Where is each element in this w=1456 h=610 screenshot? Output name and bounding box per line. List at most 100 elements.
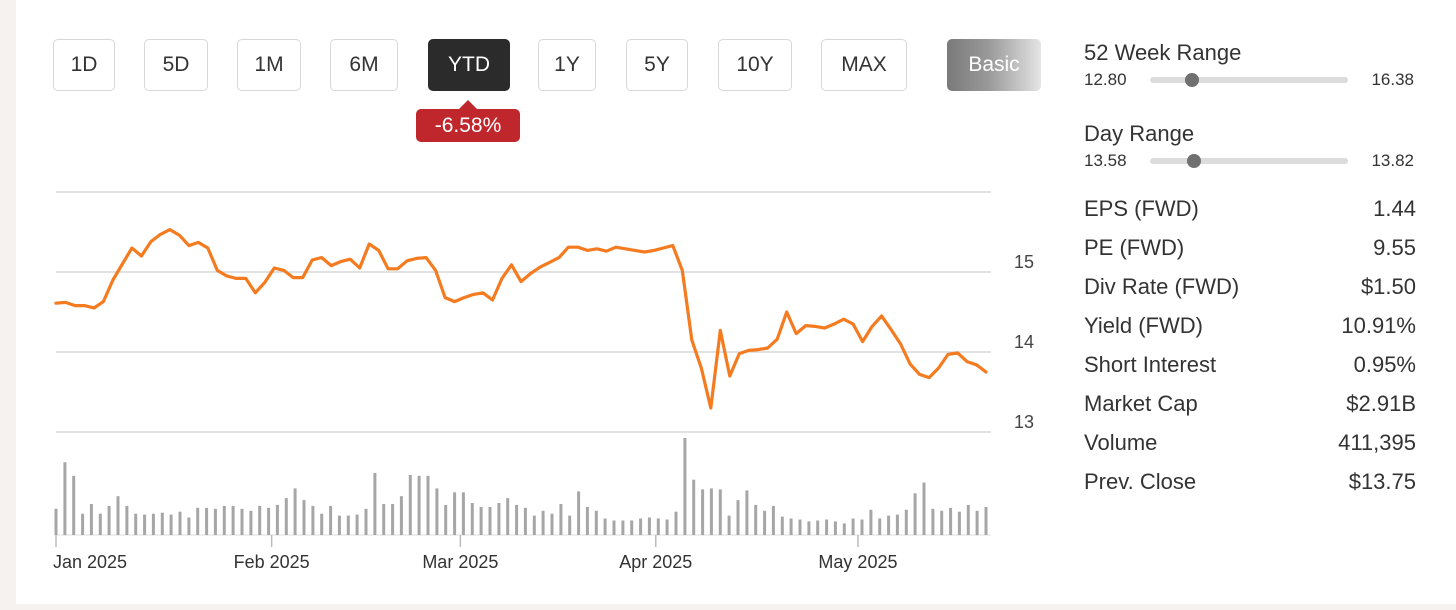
week52-low: 12.80: [1084, 70, 1127, 89]
week52-knob: [1184, 73, 1199, 87]
volume-bar: [577, 491, 581, 535]
volume-bar: [470, 503, 474, 535]
stat-row: Volume 411,395: [1084, 423, 1416, 462]
volume-bar: [754, 504, 758, 535]
volume-bar: [231, 505, 235, 535]
volume-bar: [506, 498, 510, 535]
stat-value: $1.50: [1360, 273, 1416, 299]
volume-bar: [275, 504, 279, 535]
range-button-1y[interactable]: 1Y: [538, 39, 596, 91]
volume-bar: [674, 511, 678, 535]
stat-value: $13.75: [1348, 468, 1416, 494]
range-button-ytd[interactable]: YTD: [428, 39, 510, 91]
volume-bar: [523, 507, 527, 535]
stat-value: 0.95%: [1353, 351, 1416, 377]
volume-bar: [355, 514, 359, 535]
volume-bar: [435, 488, 439, 535]
volume-bar: [585, 506, 589, 535]
basic-view-button[interactable]: Basic: [947, 39, 1041, 91]
volume-bar: [869, 509, 873, 535]
stat-value: 411,395: [1338, 429, 1416, 455]
x-tick-label: Mar 2025: [422, 552, 498, 572]
price-line: [54, 228, 988, 410]
volume-bar: [98, 513, 102, 535]
stat-label: Market Cap: [1084, 390, 1198, 416]
volume-bar: [718, 489, 722, 535]
volume-bar: [63, 462, 67, 536]
x-tick-label: May 2025: [818, 552, 897, 572]
day-range-label: Day Range: [1084, 121, 1195, 146]
volume-bar: [904, 509, 908, 535]
range-button-max[interactable]: MAX: [821, 39, 907, 91]
volume-bar: [311, 505, 315, 535]
volume-bar: [196, 507, 200, 535]
stats-list: EPS (FWD) 1.44 PE (FWD) 9.55 Div Rate (FWD) $…: [1084, 189, 1416, 501]
volume-bar: [54, 508, 58, 535]
volume-bar: [913, 493, 917, 535]
range-button-5d[interactable]: 5D: [144, 39, 208, 91]
volume-bar: [515, 504, 519, 535]
volume-bar: [160, 512, 164, 535]
volume-bar: [205, 507, 209, 535]
range-button-1m[interactable]: 1M: [237, 39, 301, 91]
volume-bar: [249, 510, 253, 536]
volume-bar: [736, 500, 740, 535]
stat-label: Yield (FWD): [1084, 312, 1203, 338]
volume-bar: [532, 515, 536, 535]
stat-row: PE (FWD) 9.55: [1084, 228, 1416, 267]
volume-bar: [665, 519, 669, 535]
volume-bar: [213, 508, 217, 535]
volume-bar: [559, 504, 563, 535]
volume-bar: [258, 505, 262, 535]
volume-bar: [727, 515, 731, 535]
volume-bar: [267, 507, 271, 535]
volume-bar: [594, 510, 598, 536]
volume-bar: [789, 518, 793, 535]
volume-bar: [444, 504, 448, 535]
volume-bar: [798, 519, 802, 535]
volume-bar: [417, 475, 421, 535]
volume-bar: [187, 517, 191, 535]
volume-bar: [825, 519, 829, 535]
volume-bar: [568, 515, 572, 535]
range-button-5y[interactable]: 5Y: [626, 39, 688, 91]
x-tick-label: Feb 2025: [234, 552, 310, 572]
volume-bar: [975, 510, 979, 536]
volume-bar: [984, 506, 988, 535]
volume-bar: [816, 520, 820, 535]
stat-label: Div Rate (FWD): [1084, 273, 1240, 299]
stat-label: EPS (FWD): [1084, 195, 1199, 221]
volume-bar: [116, 496, 120, 535]
volume-bar: [931, 508, 935, 535]
volume-bar: [81, 513, 85, 535]
range-button-10y[interactable]: 10Y: [718, 39, 792, 91]
volume-bar: [178, 511, 182, 535]
volume-bar: [479, 506, 483, 535]
volume-bar: [382, 504, 386, 535]
volume-bar: [966, 504, 970, 535]
volume-bar: [922, 482, 926, 535]
volume-bar: [860, 519, 864, 535]
volume-bar: [541, 510, 545, 536]
volume-bar: [337, 515, 341, 535]
volume-bar: [453, 492, 457, 535]
stat-row: Prev. Close $13.75: [1084, 462, 1416, 501]
volume-bar: [771, 505, 775, 535]
volume-bar: [709, 488, 713, 535]
volume-bar: [833, 521, 837, 535]
volume-bar: [692, 479, 696, 535]
volume-bar: [143, 514, 147, 535]
volume-bar: [603, 518, 607, 535]
stat-label: Short Interest: [1084, 351, 1217, 377]
volume-bar: [346, 515, 350, 535]
volume-bar: [895, 514, 899, 535]
range-button-6m[interactable]: 6M: [330, 39, 398, 91]
week52-range: 52 Week Range 12.80 16.38: [1084, 40, 1416, 92]
range-button-1d[interactable]: 1D: [53, 39, 115, 91]
y-tick-label: 13: [1014, 412, 1034, 432]
quote-card: 1D 5D 1M 6M YTD 1Y 5Y 10Y MAX Basic -6.58% 13 14 1…: [16, 0, 1456, 604]
stat-row: Yield (FWD) 10.91%: [1084, 306, 1416, 345]
day-range: Day Range 13.58 13.82: [1084, 121, 1416, 173]
stat-label: Volume: [1084, 429, 1158, 455]
volume-bar: [763, 510, 767, 536]
